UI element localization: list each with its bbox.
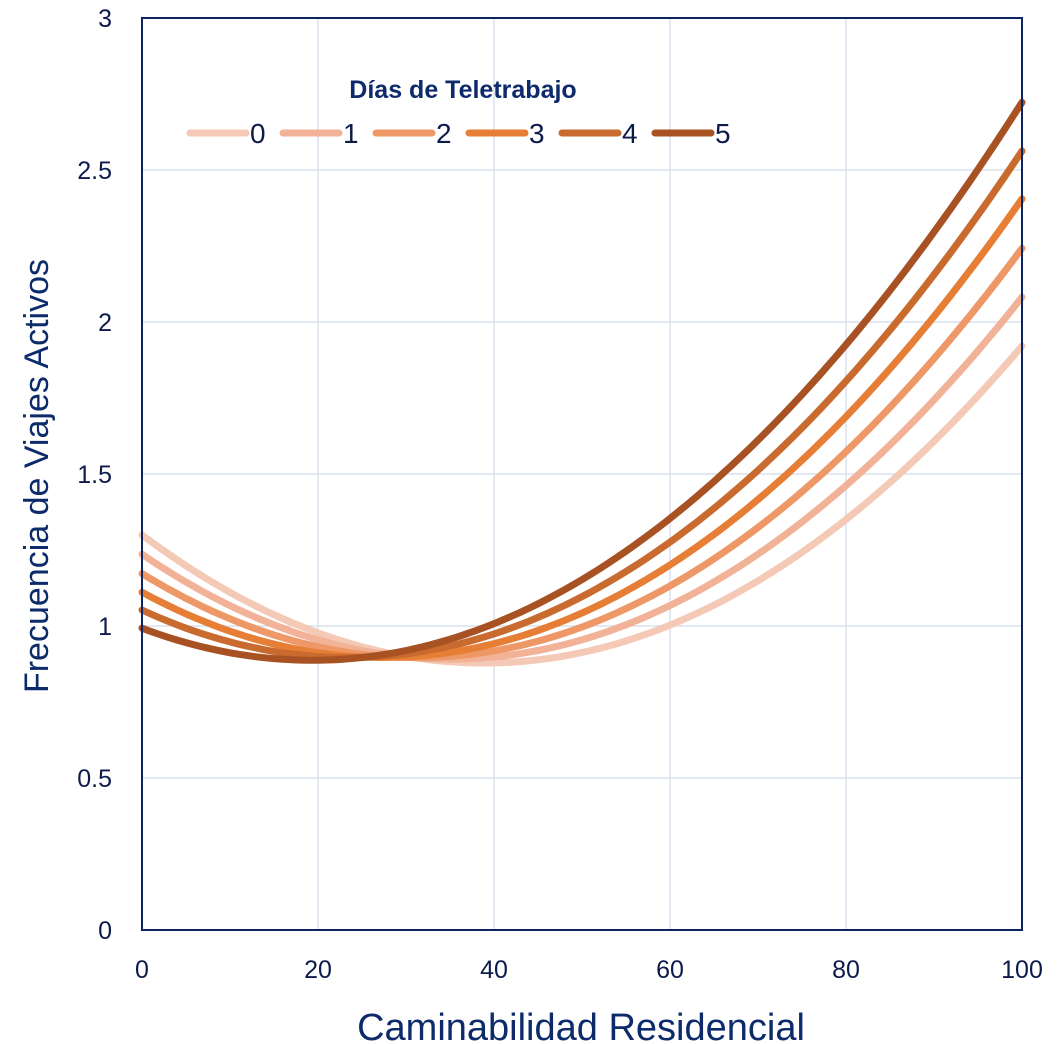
x-tick-label: 20 [304,956,332,984]
series-line-0 [138,342,1026,667]
legend-item-3: 3 [465,118,545,149]
y-tick-label: 0 [98,917,112,945]
legend-label: 0 [250,118,266,149]
x-tick-label: 60 [656,956,684,984]
legend-label: 5 [715,118,731,149]
y-tick-label: 3 [98,5,112,33]
series-line-1 [138,293,1026,663]
legend-item-5: 5 [651,118,731,149]
series-lines [138,98,1026,667]
series-line-3 [138,195,1026,661]
legend-item-4: 4 [558,118,638,149]
x-tick-label: 40 [480,956,508,984]
legend-label: 2 [436,118,452,149]
legend-items: 0 1 2 3 4 5 [186,118,731,149]
series-line-5 [138,98,1026,664]
x-axis-title: Caminabilidad Residencial [357,1007,805,1044]
y-axis-title: Frecuencia de Viajes Activos [18,259,56,693]
legend: Días de Teletrabajo 0 1 2 3 4 5 [186,76,731,149]
legend-label: 1 [343,118,359,149]
legend-item-1: 1 [279,118,359,149]
series-line-4 [138,147,1026,662]
grid [142,18,1022,930]
legend-title: Días de Teletrabajo [349,76,576,104]
x-tick-label: 0 [135,956,149,984]
plot-area-frame [141,17,1023,931]
legend-item-2: 2 [372,118,452,149]
series-line-2 [138,244,1026,662]
y-tick-label: 2 [98,309,112,337]
y-tick-label: 1.5 [77,461,112,489]
legend-label: 4 [622,118,638,149]
y-tick-label: 1 [98,613,112,641]
legend-label: 3 [529,118,545,149]
x-tick-label: 80 [832,956,860,984]
legend-item-0: 0 [186,118,266,149]
y-tick-labels: 0 0.5 1 1.5 2 2.5 3 [77,5,112,945]
x-tick-label: 100 [1001,956,1043,984]
y-tick-label: 2.5 [77,157,112,185]
x-tick-labels: 0 20 40 60 80 100 [135,956,1043,984]
y-tick-label: 0.5 [77,765,112,793]
